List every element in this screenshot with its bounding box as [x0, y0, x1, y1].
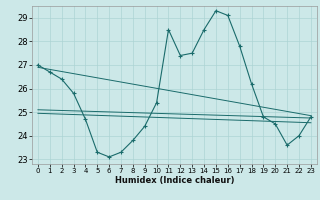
X-axis label: Humidex (Indice chaleur): Humidex (Indice chaleur) — [115, 176, 234, 185]
